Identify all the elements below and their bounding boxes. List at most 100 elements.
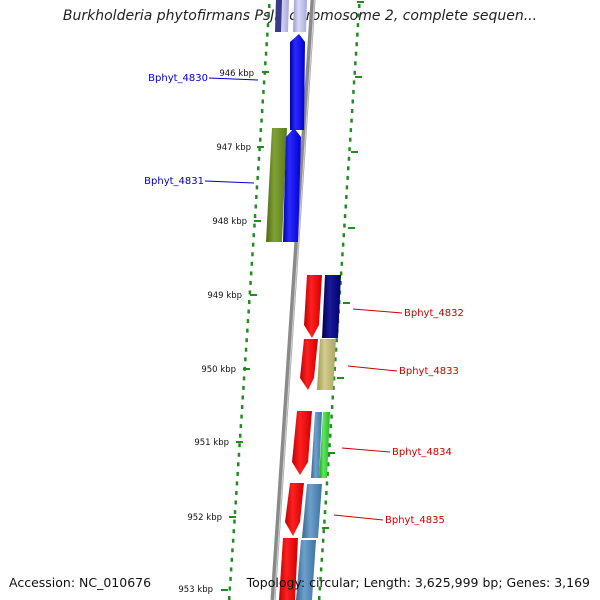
track-dot bbox=[349, 137, 352, 142]
track-dot bbox=[335, 338, 338, 343]
track-dot bbox=[332, 376, 336, 381]
track-dot bbox=[257, 156, 261, 161]
track-dot bbox=[253, 223, 256, 228]
track-dot bbox=[329, 433, 332, 438]
track-dot bbox=[250, 261, 254, 266]
track-dot bbox=[325, 481, 329, 486]
right-track-ticks bbox=[322, 1, 364, 529]
track-dot bbox=[357, 13, 360, 18]
track-dot bbox=[241, 395, 244, 400]
track-dot bbox=[252, 233, 255, 238]
gene-feature-top-navy[interactable] bbox=[275, 0, 282, 32]
track-dot bbox=[261, 99, 264, 104]
track-dot bbox=[347, 166, 350, 171]
track-dot bbox=[254, 204, 257, 209]
track-dot bbox=[240, 405, 244, 409]
track-dot bbox=[321, 538, 325, 543]
tick-950: 950 kbp bbox=[201, 365, 250, 375]
gene-label-bphyt4831[interactable]: Bphyt_4831 bbox=[144, 176, 204, 187]
track-dot bbox=[323, 510, 327, 515]
track-dot bbox=[354, 51, 358, 56]
gene-feature-steel-bottom[interactable] bbox=[296, 540, 316, 600]
tick-948: 948 kbp bbox=[212, 217, 261, 227]
track-dot bbox=[330, 414, 333, 419]
gene-label-bphyt4830[interactable]: Bphyt_4830 bbox=[148, 73, 208, 84]
right-track-dots bbox=[318, 4, 361, 600]
gene-labels-right: Bphyt_4832 Bphyt_4833 Bphyt_4834 Bphyt_4… bbox=[333, 308, 464, 526]
track-dot bbox=[239, 433, 242, 438]
track-dot bbox=[237, 452, 241, 457]
track-dot bbox=[268, 4, 271, 8]
track-dot bbox=[233, 519, 236, 524]
track-dot bbox=[353, 70, 356, 75]
track-dot bbox=[262, 80, 266, 85]
track-dot bbox=[352, 89, 355, 94]
gene-feature-bphyt4831[interactable] bbox=[283, 128, 301, 242]
gene-feature-bphyt4834-steel[interactable] bbox=[311, 412, 322, 478]
track-dot bbox=[341, 252, 344, 257]
track-dot bbox=[334, 347, 338, 352]
track-dot bbox=[266, 23, 270, 28]
scale-ticks: 946 kbp 947 kbp 948 kbp 949 kbp 950 kbp … bbox=[178, 69, 269, 595]
gene-feature-bphyt4835[interactable] bbox=[302, 484, 322, 538]
track-dot bbox=[318, 596, 321, 600]
track-dot bbox=[343, 214, 347, 219]
gene-label-bphyt4832[interactable]: Bphyt_4832 bbox=[404, 308, 464, 319]
gene-feature-bphyt4833[interactable] bbox=[317, 339, 336, 390]
track-dot bbox=[238, 443, 241, 448]
track-dot bbox=[350, 118, 353, 123]
track-dot bbox=[321, 548, 324, 553]
track-dot bbox=[258, 147, 261, 152]
track-dot bbox=[264, 51, 268, 56]
track-dot bbox=[242, 385, 245, 390]
gene-feature-red-bottom[interactable] bbox=[279, 538, 298, 600]
track-dot bbox=[228, 586, 232, 591]
gene-feature-bphyt4830[interactable] bbox=[290, 34, 305, 130]
track-dot bbox=[255, 195, 258, 199]
track-dot bbox=[230, 557, 234, 562]
track-dot bbox=[354, 61, 357, 66]
track-dot bbox=[318, 586, 322, 591]
gene-feature-top-lavender-2[interactable] bbox=[293, 0, 307, 32]
gene-label-bphyt4835[interactable]: Bphyt_4835 bbox=[385, 515, 445, 526]
track-dot bbox=[229, 567, 233, 572]
track-dot bbox=[257, 166, 260, 171]
chromosome-backbone-highlight bbox=[273, 0, 316, 600]
track-dot bbox=[265, 42, 268, 47]
tick-label: 947 kbp bbox=[216, 143, 251, 153]
gene-feature-red-4835[interactable] bbox=[285, 483, 304, 536]
track-dot bbox=[355, 42, 358, 47]
track-dot bbox=[235, 491, 238, 495]
gene-feature-red-4832[interactable] bbox=[304, 275, 322, 338]
gene-label-bphyt4834[interactable]: Bphyt_4834 bbox=[392, 447, 452, 458]
track-dot bbox=[260, 118, 263, 123]
track-dot bbox=[234, 500, 237, 505]
gene-feature-red-4833[interactable] bbox=[300, 339, 318, 390]
track-dot bbox=[327, 462, 330, 467]
track-dot bbox=[342, 233, 345, 238]
track-dot bbox=[249, 271, 253, 276]
chromosome-backbone bbox=[270, 0, 316, 600]
track-dot bbox=[242, 376, 246, 381]
gene-feature-bphyt4832[interactable] bbox=[322, 275, 341, 338]
track-dot bbox=[253, 214, 257, 219]
track-dot bbox=[350, 109, 354, 113]
track-dot bbox=[339, 271, 343, 276]
gene-feature-olive[interactable] bbox=[266, 128, 287, 242]
tick-label: 946 kbp bbox=[219, 69, 254, 79]
track-dot bbox=[231, 538, 235, 543]
track-dot bbox=[244, 357, 247, 362]
track-dot bbox=[320, 557, 324, 562]
features-left bbox=[266, 0, 307, 242]
gene-label-bphyt4833[interactable]: Bphyt_4833 bbox=[399, 366, 459, 377]
tick-label: 948 kbp bbox=[212, 217, 247, 227]
track-dot bbox=[248, 290, 252, 295]
track-dot bbox=[239, 424, 243, 429]
track-dot bbox=[340, 261, 344, 266]
track-dot bbox=[343, 223, 346, 228]
gene-feature-bphyt4834-green[interactable] bbox=[319, 412, 330, 478]
tick-946: 946 kbp bbox=[219, 69, 269, 79]
track-dot bbox=[325, 491, 328, 495]
gene-feature-red-4834[interactable] bbox=[292, 411, 312, 475]
